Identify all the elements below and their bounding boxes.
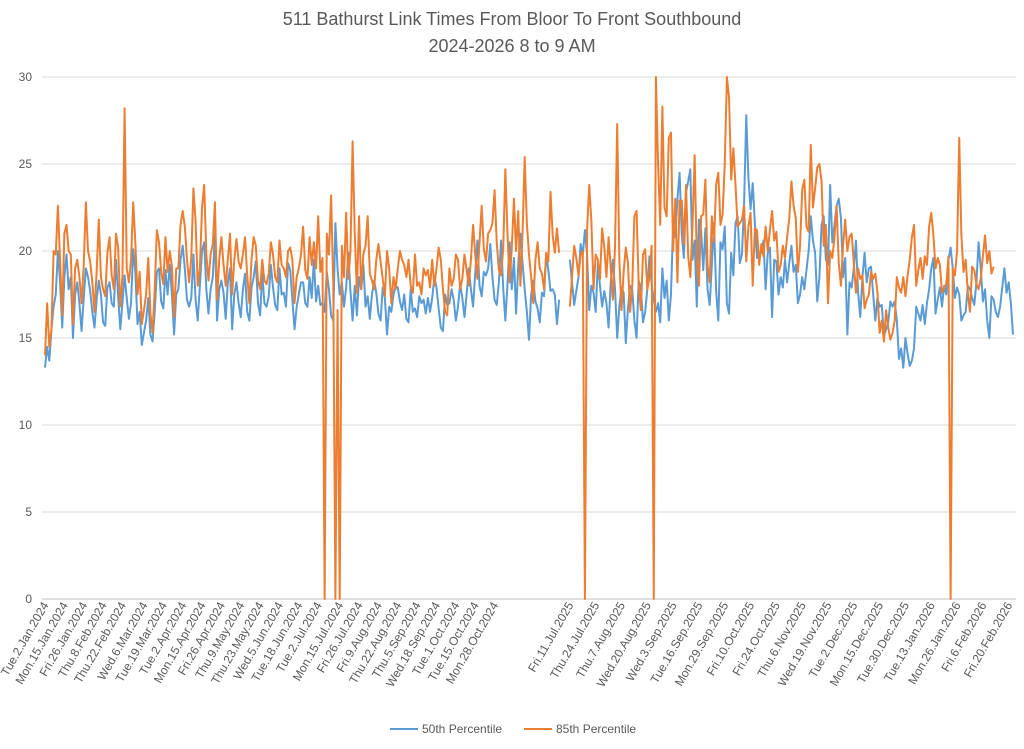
- x-axis-ticks: Tue.2.Jan.2024Mon.15.Jan.2024Fri.26.Jan.…: [0, 599, 1015, 689]
- y-tick-label: 10: [19, 418, 33, 432]
- series-line: [44, 107, 561, 600]
- y-tick-label: 15: [19, 331, 33, 345]
- series-line: [44, 222, 561, 368]
- series-line: [568, 76, 995, 600]
- y-tick-label: 5: [25, 505, 32, 519]
- legend: 50th Percentile 85th Percentile: [390, 722, 636, 736]
- series-line: [568, 114, 1014, 369]
- y-tick-label: 20: [19, 244, 33, 258]
- legend-label: 50th Percentile: [422, 722, 502, 736]
- series-lines: [44, 76, 1014, 600]
- y-axis-ticks: 0 5 10 15 20 25 30: [19, 70, 33, 606]
- chart-title-line1: 511 Bathurst Link Times From Bloor To Fr…: [283, 9, 742, 29]
- y-tick-label: 25: [19, 157, 33, 171]
- chart-title-line2: 2024-2026 8 to 9 AM: [428, 36, 595, 56]
- y-tick-label: 0: [25, 592, 32, 606]
- legend-label: 85th Percentile: [556, 722, 636, 736]
- y-tick-label: 30: [19, 70, 33, 84]
